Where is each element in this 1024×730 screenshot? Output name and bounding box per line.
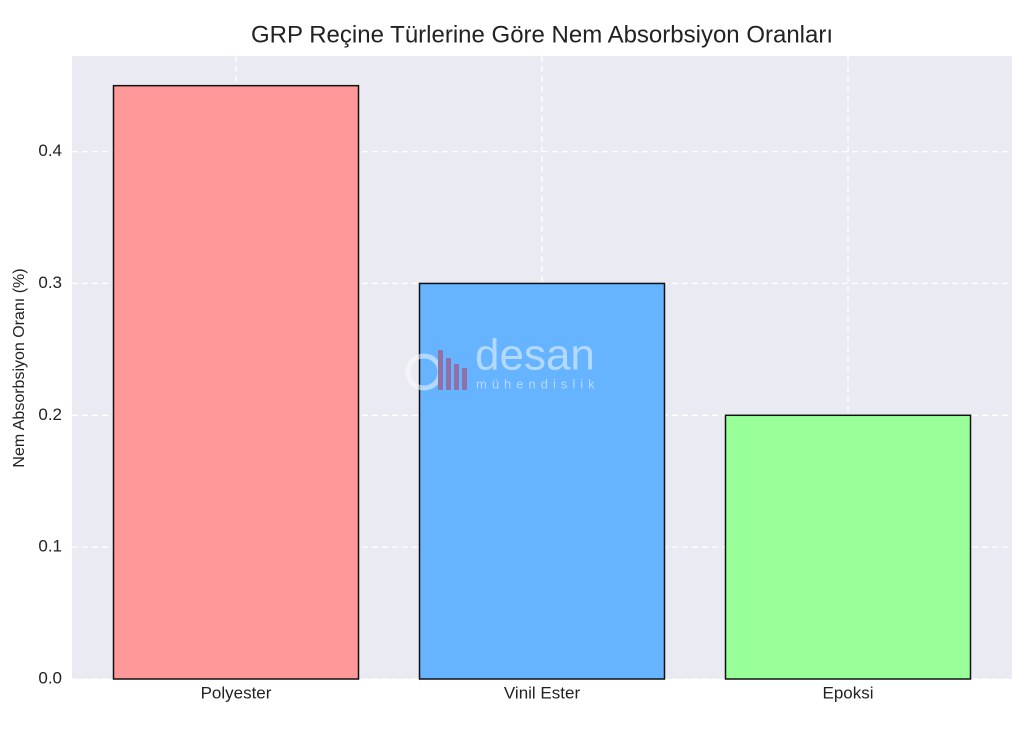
watermark-logo <box>462 368 467 390</box>
y-tick-label: 0.2 <box>38 405 62 424</box>
watermark-logo <box>454 364 459 390</box>
x-tick-label: Vinil Ester <box>504 683 581 702</box>
watermark: desan mühendislik <box>405 331 600 391</box>
bar <box>724 414 972 680</box>
y-axis-label: Nem Absorbsiyon Oranı (%) <box>11 268 28 467</box>
y-tick-label: 0.3 <box>38 273 62 292</box>
watermark-logo <box>446 358 451 390</box>
bar <box>112 84 360 680</box>
watermark-logo <box>438 350 443 390</box>
y-tick-label: 0.4 <box>38 141 62 160</box>
x-tick-label: Polyester <box>201 683 272 702</box>
x-tick-label: Epoksi <box>822 683 873 702</box>
chart-title: GRP Reçine Türlerine Göre Nem Absorbsiyo… <box>251 21 833 48</box>
watermark-subtitle: mühendislik <box>476 376 600 391</box>
bar <box>418 282 666 680</box>
watermark-name: desan <box>475 331 595 380</box>
y-tick-label: 0.1 <box>38 537 62 556</box>
y-tick-label: 0.0 <box>38 668 62 687</box>
marks: 0.0 0.1 0.2 0.3 0.4 Polyester Vinil Ester Epoks… <box>38 56 1012 702</box>
